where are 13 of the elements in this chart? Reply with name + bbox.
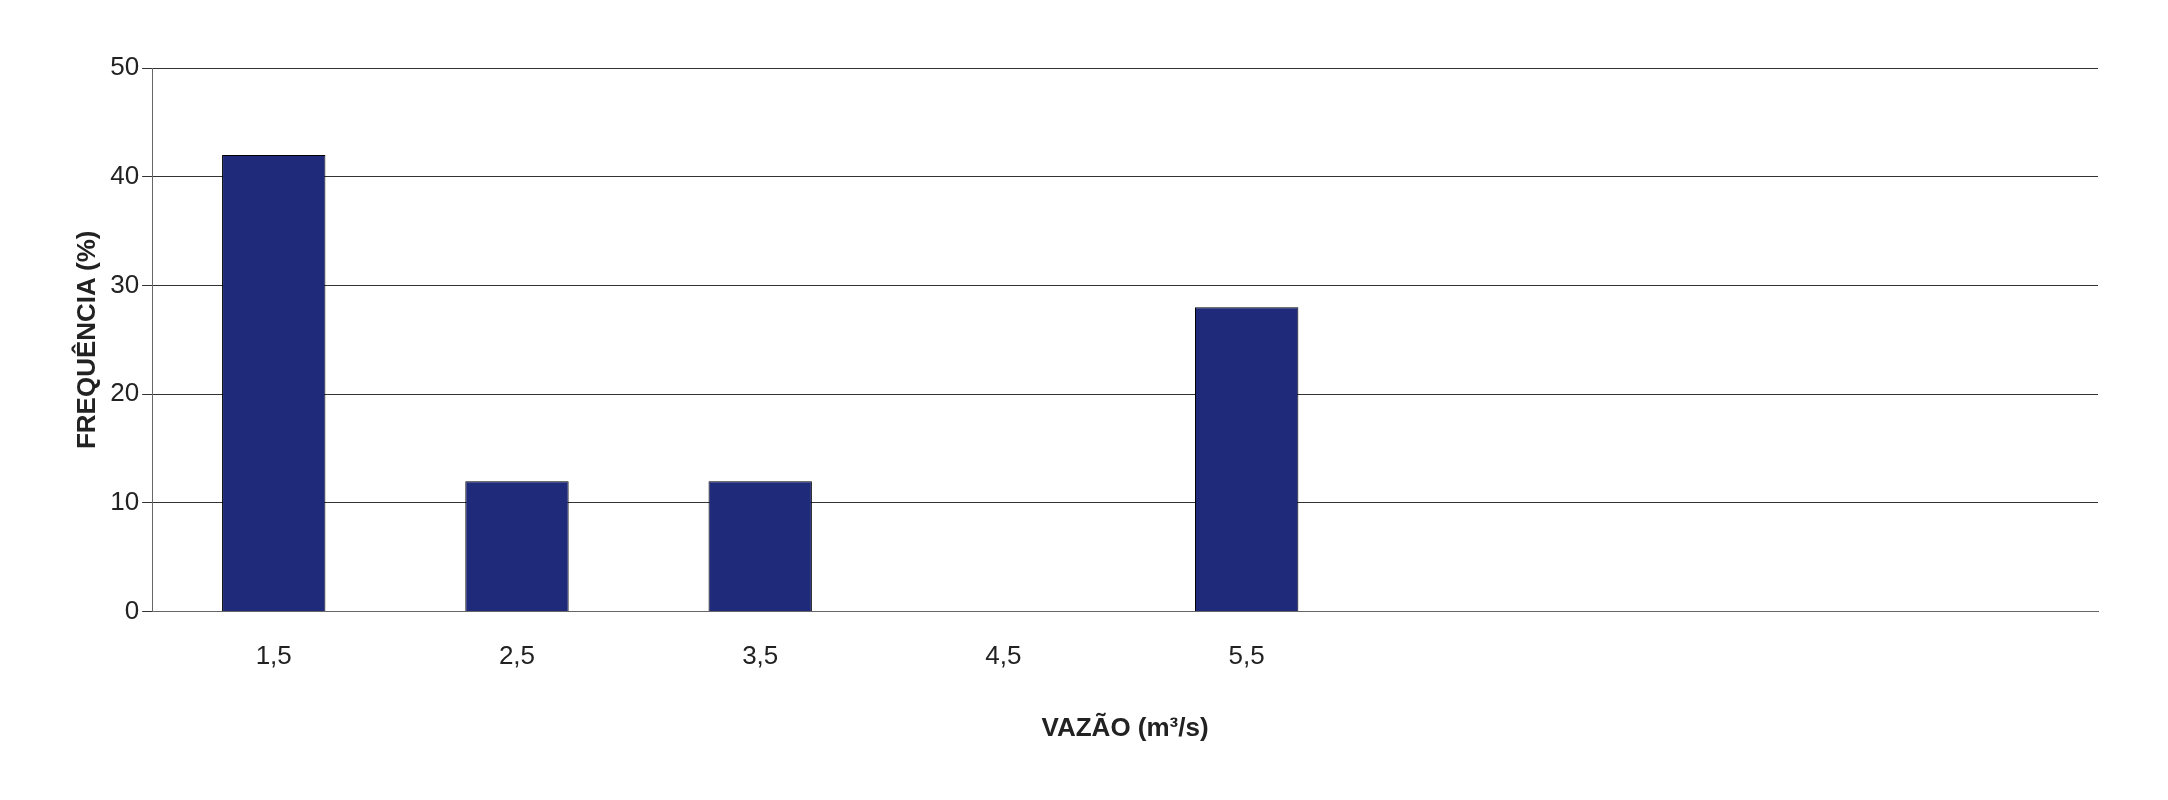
x-tick-label: 2,5 [498, 640, 536, 671]
x-tick-label: 4,5 [985, 640, 1022, 671]
y-tick-label: 30 [110, 268, 140, 299]
x-tick-label: 3,5 [742, 640, 779, 671]
x-axis-title: VAZÃO (m³/s) [1041, 711, 1209, 742]
y-tick-label: 50 [110, 51, 140, 82]
y-axis-title: FREQUÊNCIA (%) [70, 230, 101, 450]
y-tick-label: 10 [110, 486, 140, 517]
x-tick-label: 1,5 [255, 640, 292, 671]
y-tick-label: 0 [124, 594, 140, 625]
y-tick-label: 40 [110, 159, 140, 190]
x-tick-label: 5,5 [1228, 640, 1265, 671]
y-tick-label: 20 [110, 377, 140, 408]
